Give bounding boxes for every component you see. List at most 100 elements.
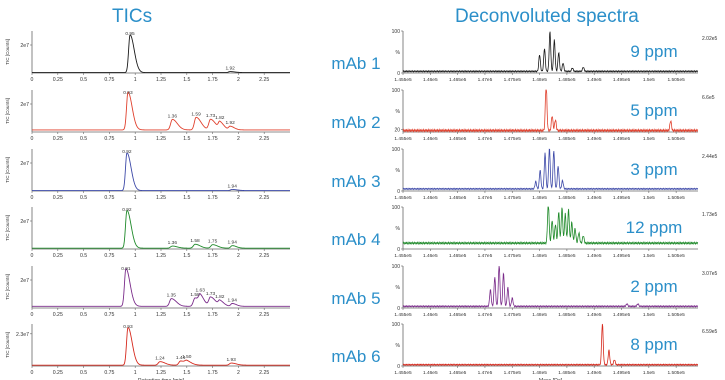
sample-label-mab3: mAb 3 bbox=[331, 172, 381, 191]
x-tick-label: 1.485e5 bbox=[558, 312, 576, 318]
x-tick-label: 1.505e5 bbox=[667, 77, 685, 83]
peak-label: 1.63 bbox=[196, 288, 206, 294]
tic-chart-2: 0 0.25 0.5 0.75 1 1.25 1.5 1.75 2 2.25 2e7 TIC [Cou… bbox=[5, 90, 290, 142]
peak-label: 0.91 bbox=[121, 266, 131, 272]
spectrum-trace bbox=[402, 323, 699, 367]
y-tick-label: 0 bbox=[397, 189, 400, 195]
x-tick-label: 0.75 bbox=[104, 77, 114, 83]
x-tick-label: 1.49e5 bbox=[587, 370, 602, 376]
x-tick-label: 0.75 bbox=[104, 195, 114, 201]
x-tick-label: 1.455e5 bbox=[394, 195, 412, 201]
x-tick-label: 1.465e5 bbox=[449, 195, 467, 201]
peak-label: 0.92 bbox=[122, 207, 132, 213]
y-tick-label: 0 bbox=[397, 247, 400, 253]
x-tick-label: 2.25 bbox=[259, 370, 269, 376]
y-tick-label: 0 bbox=[397, 71, 400, 77]
peak-label: 1.50 bbox=[182, 354, 192, 360]
x-tick-label: 1.455e5 bbox=[394, 312, 412, 318]
intensity-label: 2.02e5 bbox=[702, 36, 718, 42]
x-tick-label: 1.46e5 bbox=[423, 370, 438, 376]
tic-trace bbox=[32, 91, 290, 131]
x-tick-label: 1.465e5 bbox=[449, 370, 467, 376]
x-tick-label: 1.5 bbox=[183, 136, 190, 142]
x-tick-label: 1.495e5 bbox=[613, 77, 631, 83]
x-tick-label: 1.75 bbox=[208, 195, 218, 201]
y-tick-label: 2e7 bbox=[20, 102, 29, 108]
x-tick-label: 1.475e5 bbox=[504, 253, 522, 259]
x-tick-label: 1.5e5 bbox=[643, 77, 655, 83]
intensity-label: 6.59e5 bbox=[702, 329, 718, 335]
x-tick-label: 0.25 bbox=[53, 370, 63, 376]
x-tick-label: 1.455e5 bbox=[394, 136, 412, 142]
x-tick-label: 1.485e5 bbox=[558, 195, 576, 201]
y-tick-label: 100 bbox=[392, 88, 401, 94]
y-tick-label: 100 bbox=[392, 264, 401, 270]
spectrum-trace bbox=[402, 148, 699, 191]
x-tick-label: 0.25 bbox=[53, 253, 63, 259]
peak-label: 1.58 bbox=[190, 238, 200, 244]
x-tick-label: 1.485e5 bbox=[558, 253, 576, 259]
x-tick-label: 1.505e5 bbox=[667, 136, 685, 142]
y-tick-label: 2e7 bbox=[20, 278, 29, 284]
peak-label: 1.75 bbox=[208, 239, 218, 245]
x-tick-label: 2.25 bbox=[259, 136, 269, 142]
x-tick-label: 2 bbox=[237, 312, 240, 318]
ppm-label-4: 12 ppm bbox=[625, 218, 683, 237]
tic-trace bbox=[32, 268, 290, 307]
x-tick-label: 1.46e5 bbox=[423, 253, 438, 259]
x-tick-label: 0.5 bbox=[80, 253, 87, 259]
x-tick-label: 1.465e5 bbox=[449, 136, 467, 142]
y-axis-label: TIC [Counts] bbox=[5, 215, 10, 241]
y-tick-label: 2e7 bbox=[20, 161, 29, 167]
x-tick-label: 0.25 bbox=[53, 77, 63, 83]
x-tick-label: 1.49e5 bbox=[587, 312, 602, 318]
x-tick-label: 1.25 bbox=[156, 253, 166, 259]
x-axis-label: Retention time [min] bbox=[138, 378, 185, 380]
x-tick-label: 0.75 bbox=[104, 253, 114, 259]
y-tick-label: 100 bbox=[392, 147, 401, 153]
tic-chart-4: 0 0.25 0.5 0.75 1 1.25 1.5 1.75 2 2.25 2e7 TIC [Cou… bbox=[5, 207, 290, 259]
x-tick-label: 1.505e5 bbox=[667, 370, 685, 376]
x-tick-label: 0.25 bbox=[53, 312, 63, 318]
x-tick-label: 1.495e5 bbox=[613, 195, 631, 201]
y-tick-label: 2e7 bbox=[20, 43, 29, 49]
x-tick-label: 1.505e5 bbox=[667, 195, 685, 201]
ppm-label-3: 3 ppm bbox=[630, 160, 678, 179]
spectrum-trace bbox=[402, 89, 699, 133]
x-tick-label: 1.48e5 bbox=[532, 370, 547, 376]
x-tick-label: 2.25 bbox=[259, 195, 269, 201]
y-tick-label: 2.3e7 bbox=[16, 332, 29, 338]
x-tick-label: 0.75 bbox=[104, 312, 114, 318]
deconv-chart-3: 1.455e5 1.46e5 1.465e5 1.47e5 1.475e5 1.48e5 1… bbox=[392, 147, 718, 201]
tic-trace bbox=[32, 209, 290, 249]
peak-label: 0.95 bbox=[125, 31, 135, 37]
x-tick-label: 1.48e5 bbox=[532, 77, 547, 83]
x-tick-label: 0.5 bbox=[80, 312, 87, 318]
x-tick-label: 1.5 bbox=[183, 312, 190, 318]
x-tick-label: 2.25 bbox=[259, 312, 269, 318]
peak-label: 0.92 bbox=[122, 149, 132, 155]
x-tick-label: 0.5 bbox=[80, 370, 87, 376]
x-tick-label: 0 bbox=[31, 136, 34, 142]
tic-trace bbox=[32, 34, 290, 74]
x-tick-label: 1.5e5 bbox=[643, 253, 655, 259]
x-tick-label: 2 bbox=[237, 253, 240, 259]
tic-chart-1: 0 0.25 0.5 0.75 1 1.25 1.5 1.75 2 2.25 2e7 TIC [Cou… bbox=[5, 31, 290, 83]
peak-label: 0.93 bbox=[123, 90, 133, 96]
y-axis-label: TIC [Counts] bbox=[5, 157, 10, 183]
x-tick-label: 1.475e5 bbox=[504, 312, 522, 318]
x-tick-label: 1.47e5 bbox=[478, 195, 493, 201]
tic-chart-6: 0 0.25 0.5 0.75 1 1.25 1.5 1.75 2 2.25 2.3e7 TIC [C… bbox=[5, 324, 290, 380]
x-tick-label: 1.5e5 bbox=[643, 136, 655, 142]
x-tick-label: 1.46e5 bbox=[423, 77, 438, 83]
intensity-label: 6.6e5 bbox=[702, 95, 715, 101]
x-tick-label: 1.75 bbox=[208, 312, 218, 318]
x-tick-label: 1.505e5 bbox=[667, 253, 685, 259]
peak-label: 1.36 bbox=[168, 113, 178, 119]
x-tick-label: 1.495e5 bbox=[613, 136, 631, 142]
spectrum-trace bbox=[402, 31, 699, 73]
y-tick-label: 0 bbox=[397, 364, 400, 370]
x-tick-label: 1.455e5 bbox=[394, 77, 412, 83]
x-tick-label: 1.47e5 bbox=[478, 312, 493, 318]
